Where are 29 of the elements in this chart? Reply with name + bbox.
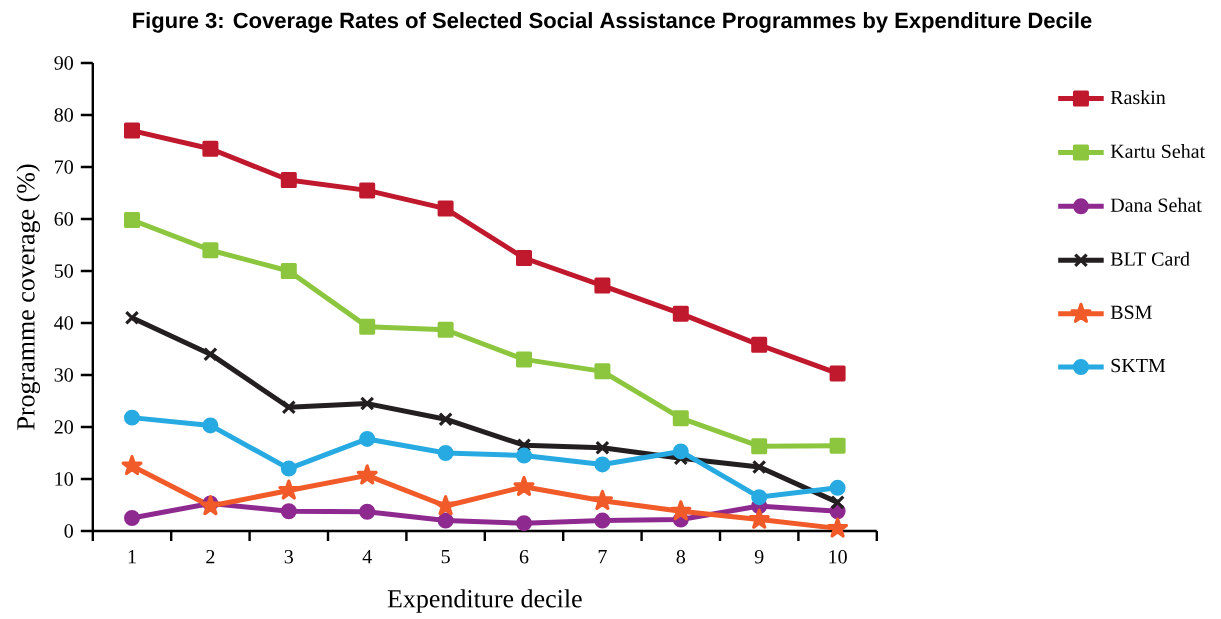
x-tick-label: 7 [598,550,607,564]
legend-label: SKTM [1111,358,1166,373]
y-tick-label: 70 [55,160,73,174]
x-tick-label: 9 [754,550,764,564]
x-tick-label: 2 [206,550,215,564]
y-tick-label: 80 [54,108,73,122]
y-axis-title: Programme coverage (%) [16,164,41,430]
legend-label: Kartu Sehat [1110,143,1206,159]
legend-label: BLT Card [1110,251,1190,266]
y-tick-label: 90 [54,56,73,70]
x-tick-label: 4 [362,550,372,564]
x-tick-label: 5 [441,550,450,564]
chart-title: Figure 3: Coverage Rates of Selected Social Assistance Programmes by Expenditure Decile [133,12,1092,33]
legend-label: Raskin [1110,90,1166,105]
x-tick-label: 10 [829,550,847,564]
legend-label: Dana Sehat [1110,197,1202,212]
y-tick-label: 50 [54,264,73,278]
legend-label: BSM [1110,305,1152,320]
x-tick-label: 6 [519,550,529,564]
x-tick-label: 3 [284,550,294,564]
y-tick-label: 10 [55,472,73,486]
x-tick-label: 8 [676,550,686,564]
y-tick-label: 30 [54,368,73,382]
y-tick-label: 0 [64,524,73,538]
x-tick-label: 1 [128,550,136,564]
y-tick-label: 40 [54,316,73,330]
y-tick-label: 20 [54,420,73,434]
y-tick-label: 60 [54,212,73,226]
x-axis-title: Expenditure decile [387,589,582,613]
